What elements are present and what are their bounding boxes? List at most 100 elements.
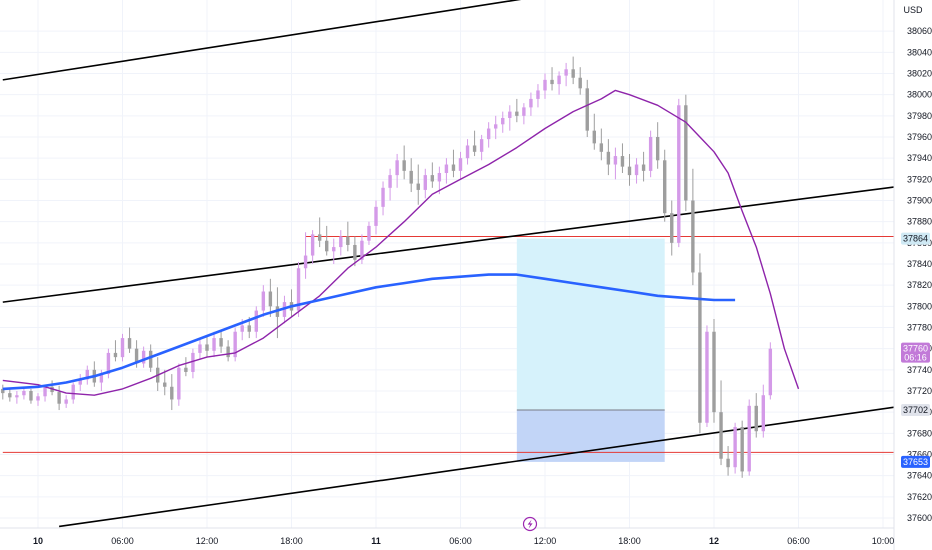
candle-body: [1, 388, 5, 394]
candle-body: [536, 90, 540, 99]
price-tick-label: 37740: [907, 365, 932, 375]
replay-button[interactable]: [522, 516, 538, 532]
horizontal-levels[interactable]: [2, 235, 905, 453]
candle-body: [761, 395, 765, 432]
candle-body: [564, 69, 568, 76]
candle-body: [261, 291, 266, 311]
time-tick-label: 18:00: [618, 536, 641, 546]
candle-body: [677, 105, 681, 243]
candle-body: [367, 225, 371, 241]
trend-line[interactable]: [59, 405, 905, 528]
candle-body: [465, 145, 470, 159]
candle-body: [353, 244, 357, 260]
candle-body: [768, 348, 773, 396]
candle-body: [627, 166, 632, 176]
candle-body: [648, 137, 653, 171]
candle-body: [437, 172, 442, 182]
price-tick-label: 37840: [907, 259, 932, 269]
target-zone[interactable]: [516, 238, 665, 411]
price-tick-label: 37660: [907, 450, 932, 460]
time-tick-label: 12: [709, 536, 719, 546]
candle-body: [310, 234, 315, 256]
candle-body: [613, 156, 618, 165]
price-tick-label: 37720: [907, 386, 932, 396]
price-tick-label: 37820: [907, 280, 932, 290]
candle-body: [515, 111, 519, 116]
candle-body: [29, 391, 33, 401]
candle-body: [184, 367, 188, 372]
candle-body: [705, 331, 709, 423]
stop-price-label: 37653: [903, 457, 928, 467]
price-tick-label: 38060: [907, 26, 932, 36]
candle-body: [71, 384, 75, 400]
candle-body: [571, 69, 575, 78]
price-tick-label: 38040: [907, 47, 932, 57]
candle-body: [557, 75, 561, 85]
candle-body: [226, 346, 230, 358]
candle-body: [205, 344, 209, 351]
candle-body: [543, 79, 547, 91]
bar-countdown-label: 06:16: [904, 353, 927, 363]
candle-body: [15, 395, 19, 398]
candle-body: [726, 458, 730, 468]
candle-body: [585, 88, 589, 131]
candle-body: [247, 325, 251, 332]
trend-line[interactable]: [2, 184, 905, 303]
candle-body: [163, 382, 167, 387]
candle-body: [578, 77, 582, 89]
time-tick-label: 06:00: [111, 536, 134, 546]
price-tick-label: 38000: [907, 90, 932, 100]
entry-price-label: 37702: [903, 405, 928, 415]
candle-body: [634, 164, 639, 176]
candle-body: [747, 405, 751, 472]
candle-body: [233, 331, 237, 358]
candle-body: [219, 338, 223, 347]
channel-lines[interactable]: [2, 0, 905, 528]
candle-body: [494, 124, 498, 129]
candle-body: [458, 158, 463, 171]
candle-body: [444, 164, 449, 173]
candle-body: [85, 369, 89, 380]
candle-body: [754, 405, 758, 432]
candle-body: [360, 240, 364, 260]
currency-label[interactable]: USD: [903, 5, 923, 15]
candle-body: [325, 240, 329, 252]
candle-body: [691, 200, 695, 273]
time-axis[interactable]: 10 06:00 12:00 18:00 11 06:00 12:00 18:00 12 06:0…: [0, 527, 895, 546]
price-tick-label: 37680: [907, 428, 932, 438]
candle-body: [472, 145, 477, 152]
candle-body: [191, 352, 195, 372]
time-tick-label: 11: [371, 536, 381, 546]
trend-line[interactable]: [2, 0, 602, 81]
last-price-tag: [901, 342, 930, 363]
candle-body: [43, 386, 47, 397]
candle-body: [106, 352, 111, 375]
candle-body: [134, 348, 139, 364]
price-tick-label: 37880: [907, 217, 932, 227]
candle-body: [317, 234, 322, 241]
candle-body: [550, 79, 554, 85]
stop-price-tag: [901, 455, 930, 468]
candle-body: [240, 325, 244, 332]
candle-body: [303, 255, 308, 269]
candle-body: [409, 170, 413, 184]
candle-body: [332, 247, 336, 252]
candle-body: [78, 379, 82, 385]
candle-body: [733, 426, 737, 468]
price-tick-label: 37900: [907, 196, 932, 206]
time-tick-label: 06:00: [787, 536, 810, 546]
long-position-tool[interactable]: [516, 238, 665, 462]
stop-zone[interactable]: [516, 410, 665, 462]
price-tick-label: 37960: [907, 132, 932, 142]
time-tick-label: 10:00: [872, 536, 895, 546]
candle-body: [99, 374, 104, 383]
entry-price-tag: [901, 404, 930, 417]
candle-body: [712, 331, 716, 413]
candle-body: [592, 130, 596, 144]
gridlines: [0, 0, 894, 528]
target-price-label: 37864: [903, 234, 928, 244]
price-tick-label: 37620: [907, 492, 932, 502]
candle-body: [501, 117, 505, 125]
